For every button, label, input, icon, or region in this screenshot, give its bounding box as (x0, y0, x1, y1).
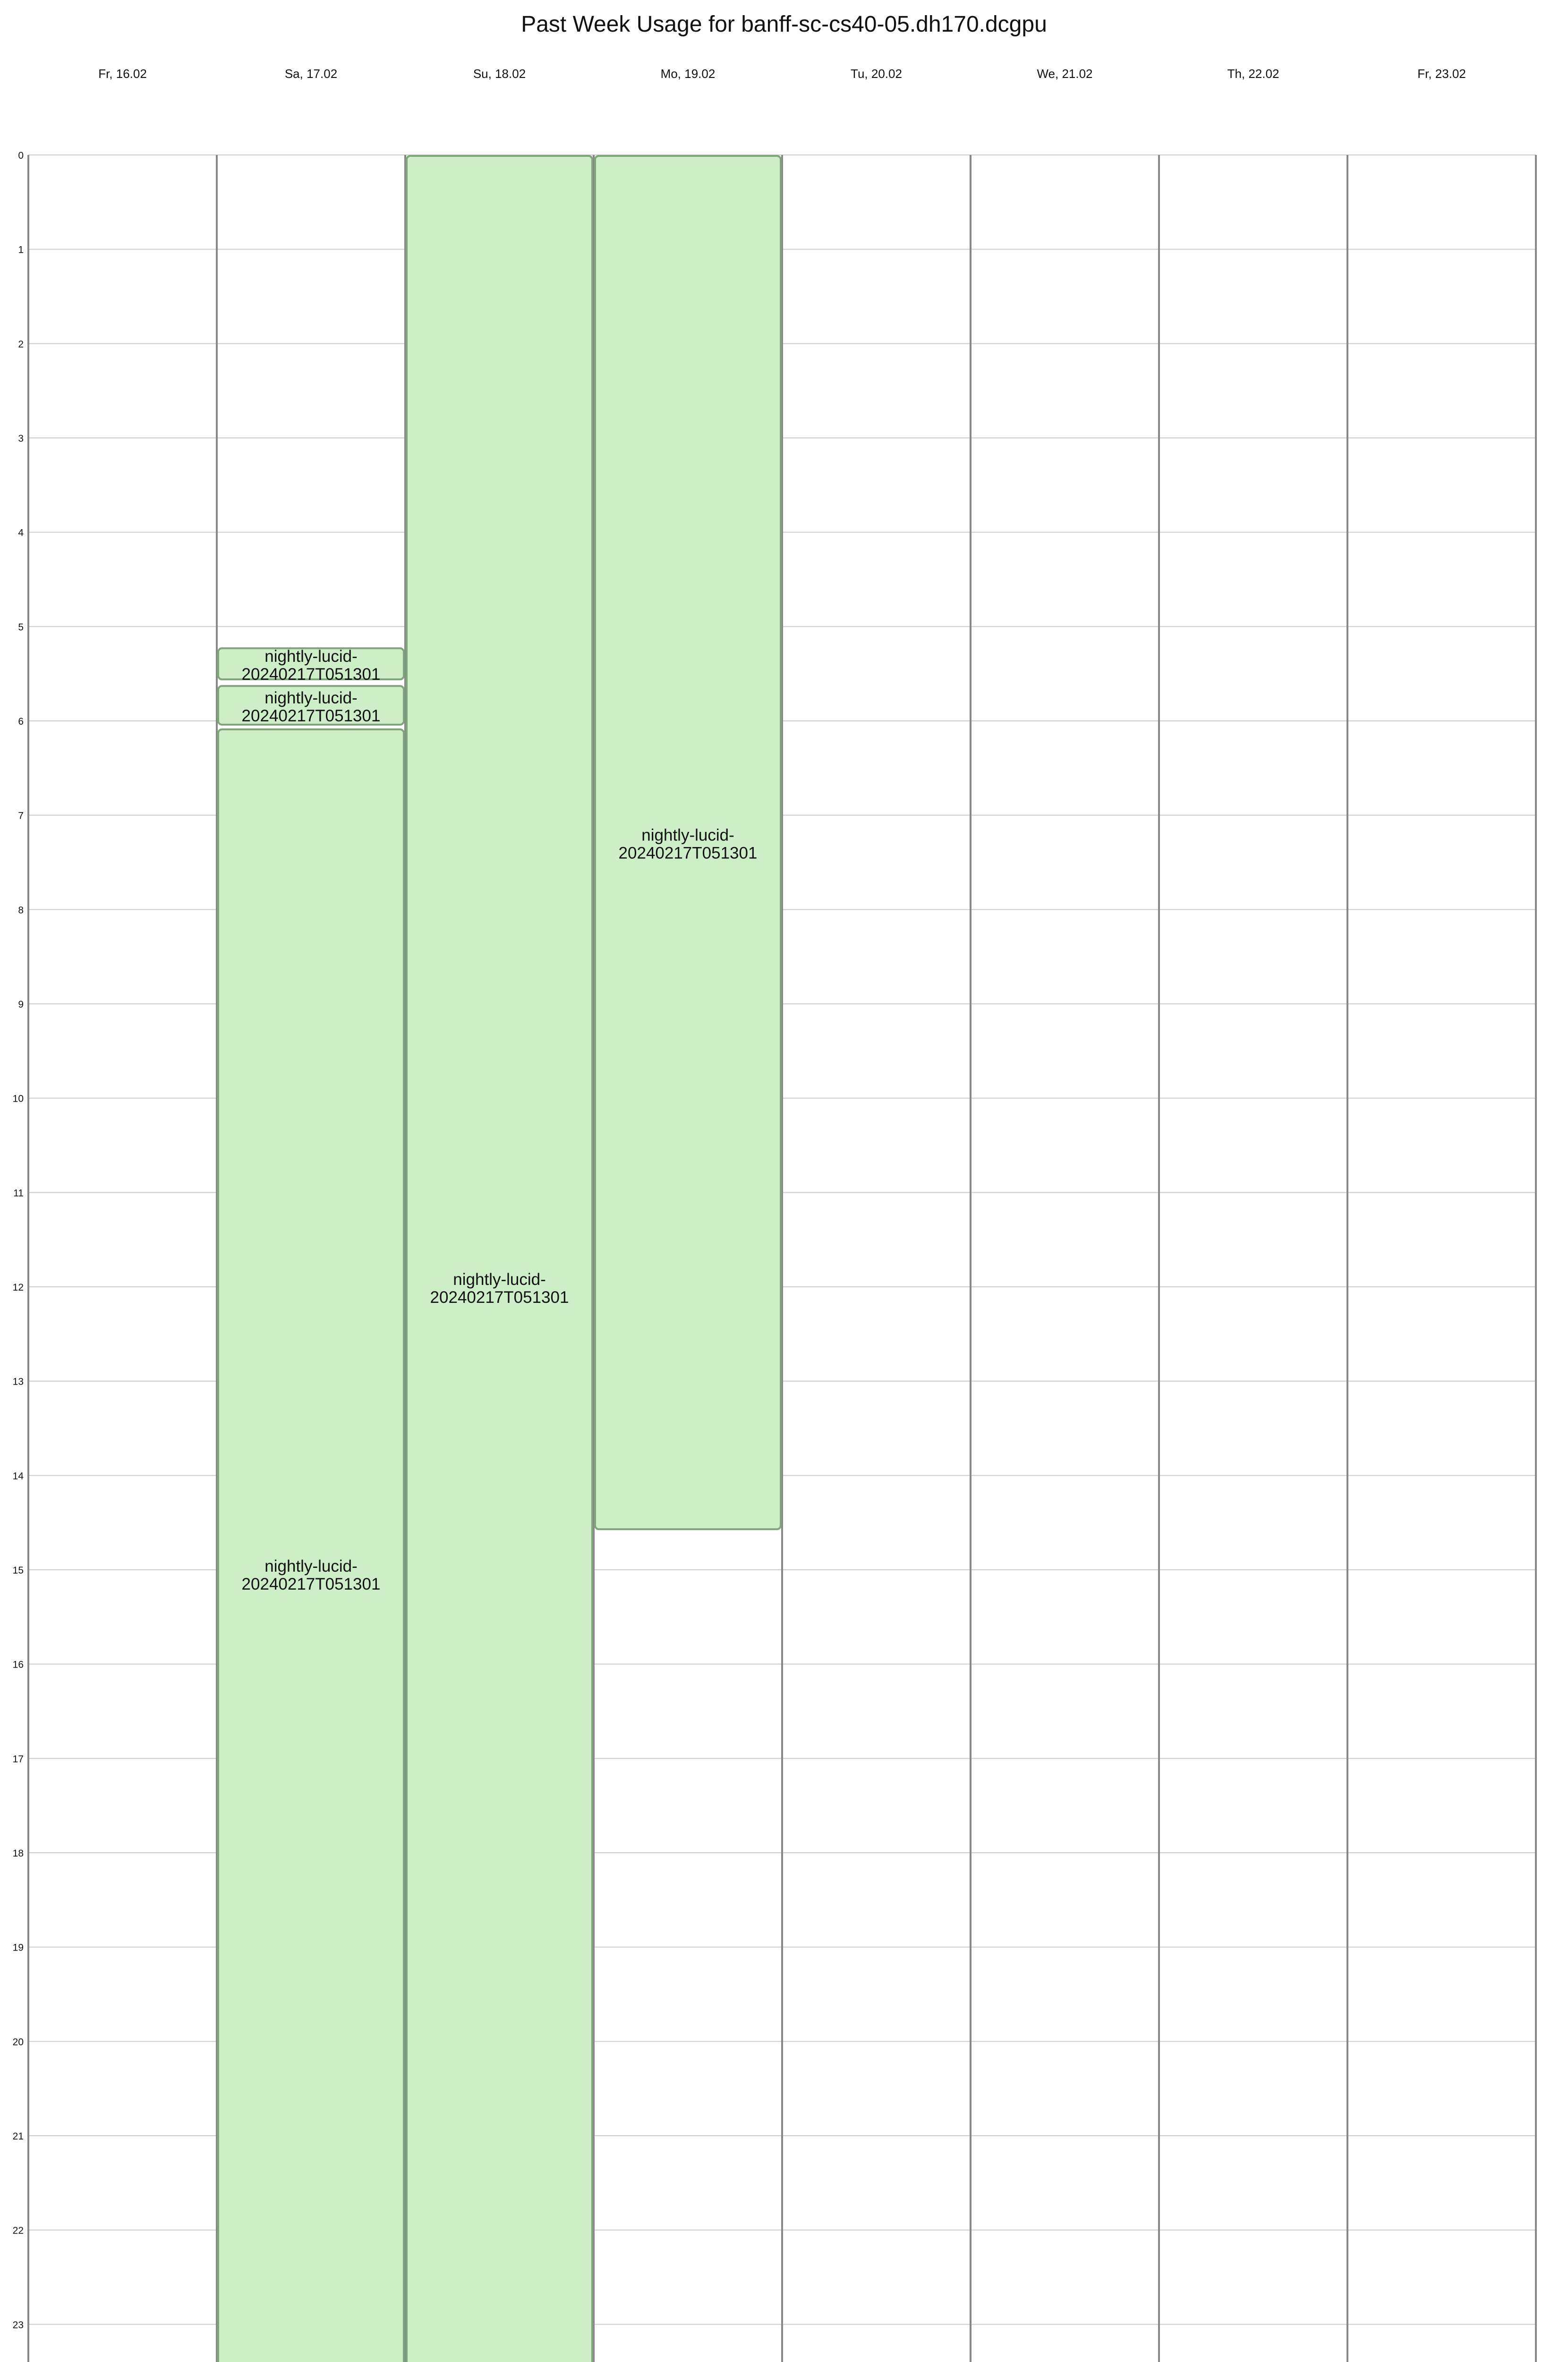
hour-tick-label: 9 (18, 999, 24, 1010)
usage-bar-label: nightly-lucid-20240217T051301 (242, 647, 381, 684)
hour-tick-label: 6 (18, 716, 24, 727)
day-label: Fr, 16.02 (98, 67, 147, 81)
usage-bar-label-line1: nightly-lucid- (264, 689, 357, 707)
usage-bar (217, 647, 405, 681)
day-columns (27, 155, 1537, 2362)
usage-bar-label-line2: 20240217T051301 (619, 844, 758, 863)
hour-tick-label: 1 (18, 245, 24, 256)
usage-bar-label-line2: 20240217T051301 (242, 1575, 381, 1593)
hour-tick-label: 3 (18, 433, 24, 444)
hour-tick-label: 13 (13, 1377, 24, 1387)
hour-tick-label: 21 (13, 2131, 24, 2142)
hour-tick-label: 19 (13, 1943, 24, 1953)
usage-bar-label: nightly-lucid-20240217T051301 (619, 826, 758, 863)
hour-tick-label: 0 (18, 150, 24, 161)
usage-bar-label: nightly-lucid-20240217T051301 (430, 1270, 569, 1307)
hour-tick-label: 15 (13, 1565, 24, 1576)
usage-bar-label-line1: nightly-lucid- (264, 1557, 357, 1575)
day-label: Mo, 19.02 (661, 67, 716, 81)
hour-tick-label: 4 (18, 528, 24, 539)
day-label: We, 21.02 (1037, 67, 1092, 81)
hour-tick-label: 23 (13, 2319, 24, 2330)
day-label: Tu, 20.02 (851, 67, 902, 81)
usage-bar-label-line2: 20240217T051301 (242, 665, 381, 684)
usage-bars: nightly-lucid-20240217T051301nightly-luc… (217, 155, 782, 2362)
hour-tick-label: 14 (13, 1471, 24, 1481)
usage-bar-label-line1: nightly-lucid- (453, 1270, 545, 1289)
day-label: Sa, 17.02 (285, 67, 337, 81)
hour-tick-label: 5 (18, 622, 24, 633)
usage-bar-label-line1: nightly-lucid- (641, 826, 734, 845)
hour-tick-label: 17 (13, 1754, 24, 1764)
hour-tick-label: 7 (18, 811, 24, 822)
hour-tick-label: 8 (18, 905, 24, 916)
hour-tick-label: 22 (13, 2225, 24, 2236)
page-title: Past Week Usage for banff-sc-cs40-05.dh1… (521, 12, 1047, 37)
hour-tick-label: 12 (13, 1282, 24, 1293)
usage-bar (594, 155, 782, 1531)
day-label: Th, 22.02 (1227, 67, 1279, 81)
day-label: Su, 18.02 (473, 67, 526, 81)
usage-bar-label-line2: 20240217T051301 (430, 1288, 569, 1307)
hour-tick-label: 11 (13, 1188, 24, 1198)
hour-tick-label: 16 (13, 1660, 24, 1670)
axis-labels: 0123456789101112131415161718192021222324… (13, 67, 1466, 2330)
usage-bar (406, 155, 593, 2362)
day-label: Fr, 23.02 (1417, 67, 1466, 81)
usage-bar-label-line1: nightly-lucid- (264, 647, 357, 666)
hour-tick-label: 10 (13, 1094, 24, 1104)
usage-bar-label: nightly-lucid-20240217T051301 (242, 1557, 381, 1593)
hour-tick-label: 18 (13, 1848, 24, 1859)
hour-tick-label: 2 (18, 339, 24, 350)
usage-bar (217, 685, 405, 726)
usage-bar-label-line2: 20240217T051301 (242, 707, 381, 725)
usage-bar (217, 728, 405, 2362)
hour-tick-label: 20 (13, 2037, 24, 2047)
usage-bar-label: nightly-lucid-20240217T051301 (242, 689, 381, 725)
